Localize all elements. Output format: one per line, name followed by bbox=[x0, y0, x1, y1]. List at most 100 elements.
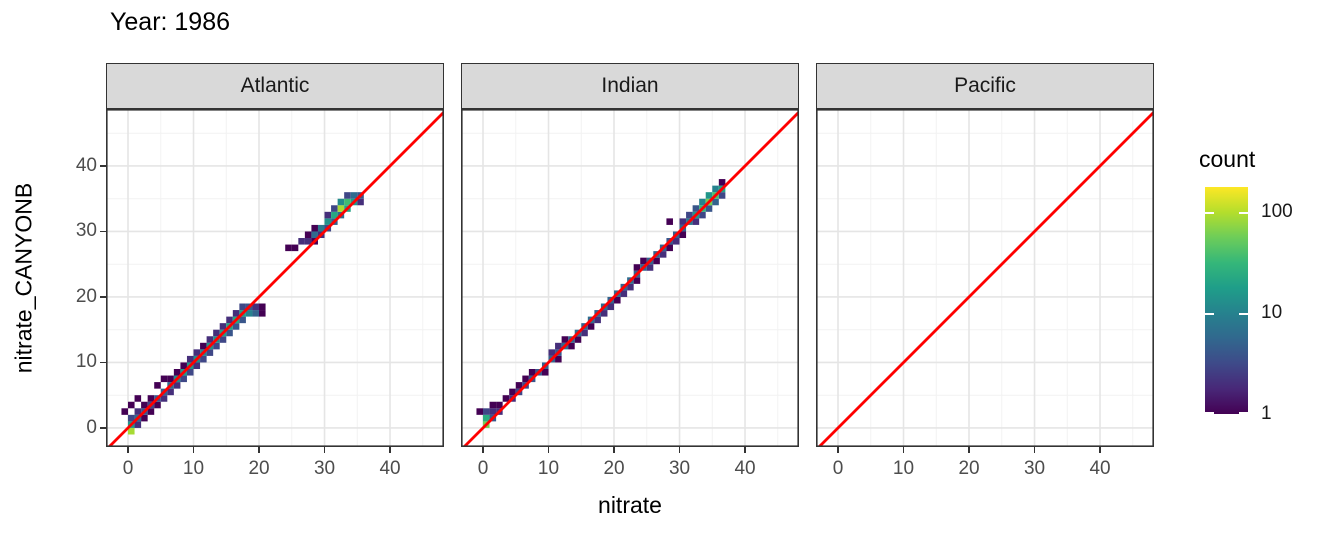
legend-tick-mark bbox=[1205, 412, 1214, 414]
bin-cell bbox=[219, 336, 227, 343]
bin-cell bbox=[154, 382, 161, 389]
legend-tick-mark bbox=[1239, 412, 1248, 414]
x-tick-label: 10 bbox=[537, 458, 560, 479]
bin-cell bbox=[232, 323, 240, 330]
x-tick-label: 40 bbox=[734, 458, 756, 479]
bin-cell bbox=[291, 244, 299, 252]
bin-cell bbox=[134, 421, 142, 428]
x-tick-mark bbox=[1099, 447, 1101, 453]
bin-cell bbox=[304, 238, 312, 245]
bin-cell bbox=[193, 362, 201, 370]
bin-cell bbox=[679, 231, 687, 239]
x-tick-label: 30 bbox=[313, 458, 336, 479]
bin-cell bbox=[160, 395, 168, 402]
bin-cell bbox=[186, 369, 194, 376]
bin-cell bbox=[712, 198, 719, 206]
y-tick-mark bbox=[100, 165, 106, 167]
facet-strip-label: Indian bbox=[601, 74, 659, 97]
bin2d-layer bbox=[121, 192, 364, 435]
bin-cell bbox=[226, 316, 233, 324]
legend-title: count bbox=[1199, 146, 1256, 172]
identity-line bbox=[461, 110, 799, 447]
bin-cell bbox=[509, 388, 516, 396]
bin-cell bbox=[304, 231, 312, 239]
bin-cell bbox=[193, 349, 201, 356]
bin-cell bbox=[245, 310, 253, 317]
bin-cell bbox=[555, 342, 562, 350]
panel-pacific bbox=[816, 109, 1154, 447]
bin-cell bbox=[317, 224, 325, 232]
panel-indian bbox=[461, 109, 799, 447]
bin-cell bbox=[705, 192, 713, 199]
bin-cell bbox=[173, 369, 181, 376]
bin-cell bbox=[515, 382, 523, 389]
legend-colorbar bbox=[1205, 187, 1248, 414]
bin-cell bbox=[476, 408, 484, 415]
bin-cell bbox=[331, 211, 338, 219]
panel-atlantic bbox=[106, 109, 444, 447]
y-tick-mark bbox=[100, 230, 106, 233]
y-axis-title: nitrate_CANYONB bbox=[10, 182, 37, 374]
legend-tick-mark bbox=[1205, 313, 1214, 316]
bin-cell bbox=[607, 303, 615, 311]
bin-cell bbox=[699, 211, 706, 219]
bin-cell bbox=[594, 316, 601, 324]
x-tick-label: 0 bbox=[832, 458, 844, 479]
bin-cell bbox=[128, 427, 135, 435]
x-tick-mark bbox=[837, 447, 839, 453]
bin-cell bbox=[548, 349, 556, 356]
x-tick-label: 10 bbox=[892, 458, 915, 479]
panel-background bbox=[816, 109, 1154, 447]
x-tick-mark bbox=[613, 447, 615, 453]
bin-cell bbox=[134, 408, 142, 415]
bin-cell bbox=[541, 369, 549, 376]
bin-cell bbox=[483, 414, 490, 422]
panel-border bbox=[816, 109, 1154, 447]
bin-cell bbox=[337, 205, 345, 212]
bin-cell bbox=[712, 185, 719, 193]
x-tick-mark bbox=[323, 447, 326, 453]
bin-cell bbox=[672, 238, 680, 245]
bin-cell bbox=[311, 231, 318, 239]
bin-cell bbox=[232, 310, 240, 317]
bin-cell bbox=[666, 218, 673, 225]
bin-cell bbox=[200, 355, 207, 363]
bin-cell bbox=[154, 401, 161, 409]
bin-cell bbox=[640, 257, 647, 265]
x-tick-mark bbox=[678, 447, 681, 453]
y-tick-label: 0 bbox=[86, 416, 97, 438]
bin-cell bbox=[646, 264, 654, 271]
bin-cell bbox=[219, 323, 227, 330]
bin-cell bbox=[659, 251, 667, 258]
x-tick-mark bbox=[258, 447, 260, 453]
y-tick-label: 40 bbox=[75, 154, 97, 176]
bin-cell bbox=[337, 198, 345, 206]
bin-cell bbox=[561, 336, 569, 343]
bin-cell bbox=[141, 414, 148, 422]
bin-cell bbox=[528, 369, 536, 376]
facet-strip-pacific: Pacific bbox=[816, 63, 1154, 109]
bin-cell bbox=[344, 198, 351, 206]
bin-cell bbox=[285, 244, 292, 252]
x-tick-mark bbox=[192, 447, 195, 453]
bin-cell bbox=[324, 218, 332, 225]
bin-cell bbox=[705, 205, 713, 212]
bin-cell bbox=[718, 192, 726, 199]
legend-tick-label: 1 bbox=[1261, 403, 1272, 424]
bin-cell bbox=[128, 414, 135, 422]
plot-title: Year: 1986 bbox=[110, 8, 231, 36]
bin-cell bbox=[581, 329, 588, 337]
bin-cell bbox=[600, 310, 608, 317]
x-tick-mark bbox=[902, 447, 905, 453]
bin-cell bbox=[653, 257, 660, 265]
bin-cell bbox=[167, 375, 174, 383]
x-axis-title: nitrate bbox=[598, 492, 662, 518]
x-tick-label: 20 bbox=[248, 458, 270, 479]
x-tick-label: 30 bbox=[1023, 458, 1046, 479]
x-tick-label: 40 bbox=[379, 458, 401, 479]
x-tick-label: 20 bbox=[603, 458, 625, 479]
bin-cell bbox=[226, 329, 233, 337]
legend-tick-mark bbox=[1205, 212, 1214, 215]
bin-cell bbox=[568, 342, 575, 350]
bin-cell bbox=[213, 329, 220, 337]
